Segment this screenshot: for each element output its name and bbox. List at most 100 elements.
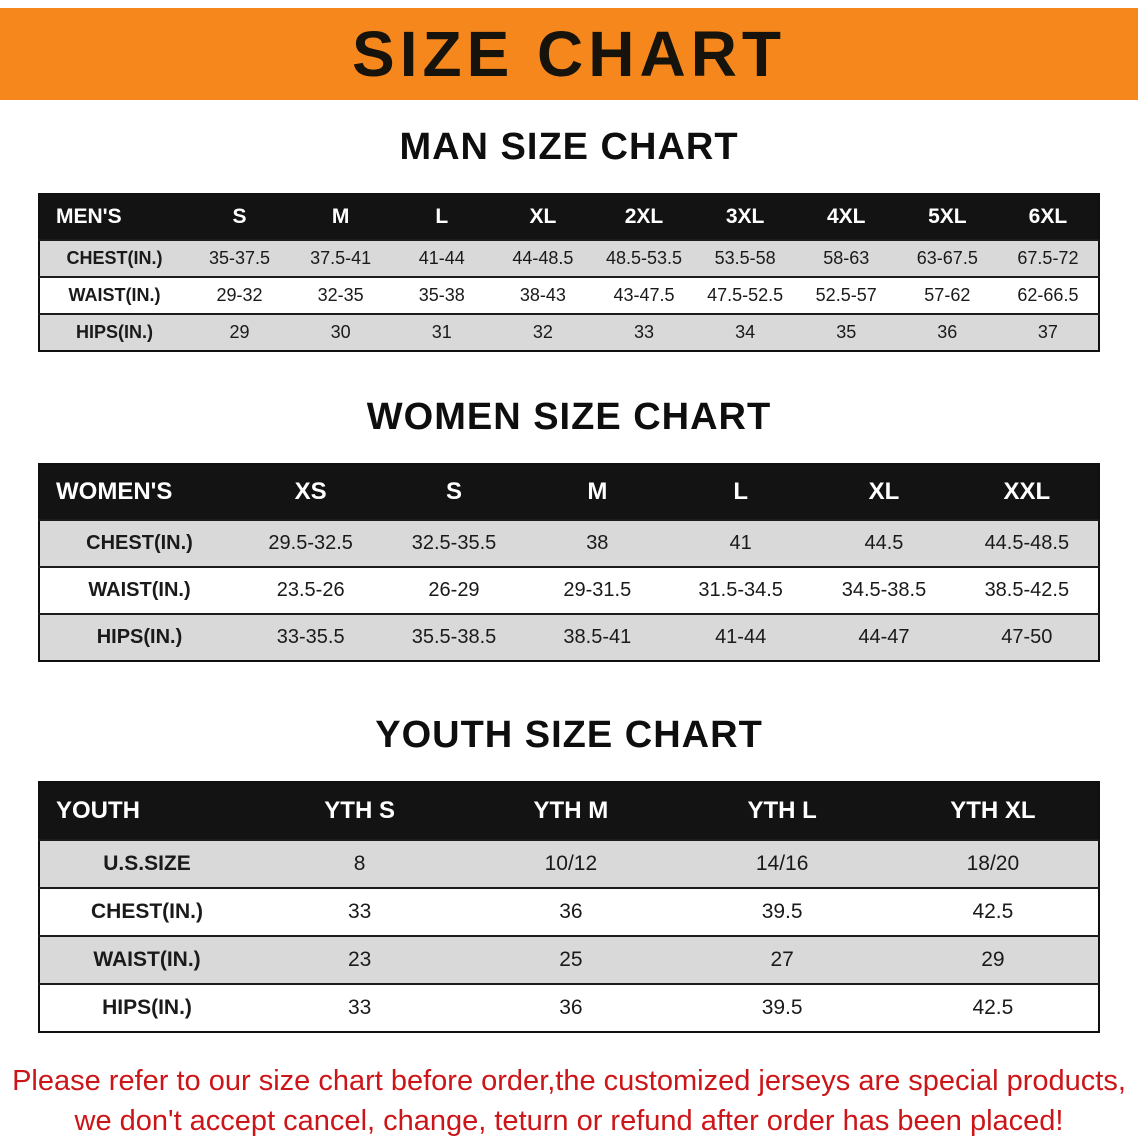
men-section-heading: MAN SIZE CHART — [399, 126, 739, 168]
value-cell: 52.5-57 — [795, 276, 897, 314]
value-cell: 32.5-35.5 — [382, 519, 526, 567]
row-label-cell: CHEST(IN.) — [39, 887, 254, 936]
value-cell: 41-44 — [668, 613, 813, 661]
value-cell: 67.5-72 — [997, 239, 1099, 277]
size-header-cell: M — [525, 464, 669, 520]
table-title-cell: YOUTH — [39, 782, 254, 840]
table-row: HIPS(IN.) 29 30 31 32 33 34 35 36 37 — [39, 313, 1099, 351]
size-header-cell: M — [290, 194, 392, 240]
value-cell: 47-50 — [955, 613, 1099, 661]
table-header-row: YOUTH YTH S YTH M YTH L YTH XL — [39, 782, 1099, 840]
value-cell: 32 — [492, 313, 594, 351]
value-cell: 34 — [694, 313, 796, 351]
banner: SIZE CHART — [0, 8, 1138, 100]
value-cell: 33-35.5 — [239, 613, 383, 661]
value-cell: 33 — [254, 983, 466, 1032]
value-cell: 41-44 — [391, 239, 493, 277]
row-label-cell: HIPS(IN.) — [39, 983, 254, 1032]
value-cell: 44.5-48.5 — [955, 519, 1099, 567]
row-label-cell: WAIST(IN.) — [39, 276, 189, 314]
table-row: HIPS(IN.) 33 36 39.5 42.5 — [39, 983, 1099, 1032]
table-title-cell: MEN'S — [39, 194, 189, 240]
value-cell: 29 — [887, 935, 1099, 984]
order-note: Please refer to our size chart before or… — [0, 1061, 1138, 1141]
value-cell: 42.5 — [887, 983, 1099, 1032]
value-cell: 53.5-58 — [694, 239, 796, 277]
value-cell: 18/20 — [887, 839, 1099, 888]
value-cell: 63-67.5 — [896, 239, 998, 277]
size-header-cell: YTH XL — [887, 782, 1099, 840]
page-title: SIZE CHART — [352, 18, 786, 90]
value-cell: 62-66.5 — [997, 276, 1099, 314]
value-cell: 29 — [189, 313, 291, 351]
value-cell: 35 — [795, 313, 897, 351]
value-cell: 37 — [997, 313, 1099, 351]
women-size-table: WOMEN'S XS S M L XL XXL CHEST(IN.) 29.5-32.5 32.5… — [38, 463, 1100, 662]
size-header-cell: XS — [239, 464, 383, 520]
value-cell: 26-29 — [382, 566, 526, 614]
value-cell: 31.5-34.5 — [668, 566, 813, 614]
value-cell: 31 — [391, 313, 493, 351]
value-cell: 25 — [465, 935, 677, 984]
value-cell: 43-47.5 — [593, 276, 695, 314]
table-title-cell: WOMEN'S — [39, 464, 239, 520]
size-header-cell: 3XL — [694, 194, 796, 240]
value-cell: 30 — [290, 313, 392, 351]
size-header-cell: 2XL — [593, 194, 695, 240]
size-header-cell: YTH S — [254, 782, 466, 840]
note-line-2: we don't accept cancel, change, teturn o… — [74, 1105, 1064, 1138]
row-label-cell: CHEST(IN.) — [39, 239, 189, 277]
table-row: WAIST(IN.) 23 25 27 29 — [39, 935, 1099, 984]
size-header-cell: XL — [492, 194, 594, 240]
size-header-cell: XL — [812, 464, 956, 520]
value-cell: 36 — [465, 983, 677, 1032]
row-label-cell: U.S.SIZE — [39, 839, 254, 888]
value-cell: 38-43 — [492, 276, 594, 314]
men-size-table: MEN'S S M L XL 2XL 3XL 4XL 5XL 6XL CHEST(IN.) 35-37… — [38, 193, 1100, 352]
value-cell: 29.5-32.5 — [239, 519, 383, 567]
value-cell: 36 — [896, 313, 998, 351]
size-chart-page: SIZE CHART MAN SIZE CHART MEN'S S M L XL 2XL 3… — [0, 8, 1138, 1141]
size-header-cell: 4XL — [795, 194, 897, 240]
table-row: CHEST(IN.) 35-37.5 37.5-41 41-44 44-48.5 48.5… — [39, 239, 1099, 277]
value-cell: 44.5 — [812, 519, 956, 567]
value-cell: 42.5 — [887, 887, 1099, 936]
row-label-cell: WAIST(IN.) — [39, 566, 239, 614]
value-cell: 48.5-53.5 — [593, 239, 695, 277]
value-cell: 39.5 — [676, 983, 888, 1032]
youth-section: YOUTH SIZE CHART YOUTH YTH S YTH M YTH L YTH… — [0, 714, 1138, 1033]
size-header-cell: 6XL — [997, 194, 1099, 240]
value-cell: 35-38 — [391, 276, 493, 314]
size-header-cell: L — [668, 464, 813, 520]
note-line-1: Please refer to our size chart before or… — [12, 1065, 1126, 1097]
table-row: WAIST(IN.) 23.5-26 26-29 29-31.5 31.5-34.5 34… — [39, 566, 1099, 614]
value-cell: 35-37.5 — [189, 239, 291, 277]
table-row: CHEST(IN.) 33 36 39.5 42.5 — [39, 887, 1099, 936]
size-header-cell: S — [382, 464, 526, 520]
women-section-heading: WOMEN SIZE CHART — [366, 396, 772, 438]
row-label-cell: CHEST(IN.) — [39, 519, 239, 567]
value-cell: 57-62 — [896, 276, 998, 314]
value-cell: 23 — [254, 935, 466, 984]
size-header-cell: YTH L — [676, 782, 888, 840]
value-cell: 32-35 — [290, 276, 392, 314]
table-header-row: WOMEN'S XS S M L XL XXL — [39, 464, 1099, 520]
value-cell: 58-63 — [795, 239, 897, 277]
value-cell: 37.5-41 — [290, 239, 392, 277]
size-header-cell: S — [189, 194, 291, 240]
size-header-cell: YTH M — [465, 782, 677, 840]
value-cell: 35.5-38.5 — [382, 613, 526, 661]
value-cell: 38 — [525, 519, 669, 567]
row-label-cell: WAIST(IN.) — [39, 935, 254, 984]
value-cell: 29-32 — [189, 276, 291, 314]
youth-section-heading: YOUTH SIZE CHART — [375, 714, 763, 756]
value-cell: 38.5-42.5 — [955, 566, 1099, 614]
value-cell: 47.5-52.5 — [694, 276, 796, 314]
value-cell: 29-31.5 — [525, 566, 669, 614]
value-cell: 34.5-38.5 — [812, 566, 956, 614]
row-label-cell: HIPS(IN.) — [39, 313, 189, 351]
value-cell: 14/16 — [676, 839, 888, 888]
value-cell: 38.5-41 — [525, 613, 669, 661]
value-cell: 27 — [676, 935, 888, 984]
value-cell: 23.5-26 — [239, 566, 383, 614]
